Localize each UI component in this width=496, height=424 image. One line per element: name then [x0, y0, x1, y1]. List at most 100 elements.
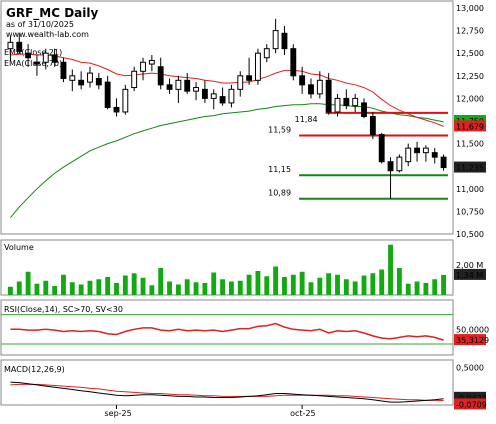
candle-body [334, 97, 341, 113]
volume-bar [105, 277, 111, 295]
candle-body [69, 75, 76, 81]
price-badge-1: 11,679 [456, 122, 484, 131]
volume-bar [308, 282, 314, 295]
candle-body [396, 156, 403, 172]
ema21-line [10, 53, 444, 127]
volume-bar [211, 272, 217, 295]
level-label-0: 11,84 [295, 115, 318, 124]
candle-body [25, 52, 32, 59]
candle-body [175, 79, 182, 90]
volume-title: Volume [4, 243, 34, 252]
candle-body [122, 88, 129, 113]
rsi-line [10, 322, 444, 341]
volume-bar [69, 282, 75, 295]
volume-bar [16, 281, 22, 295]
candle-body [237, 75, 244, 90]
volume-bar [149, 285, 155, 295]
candle-body [405, 147, 412, 163]
volume-bar [131, 273, 137, 295]
watermark-text: www.wealth-lab.com [6, 30, 89, 39]
volume-bar [87, 280, 93, 295]
macd-badge-0-bg [454, 391, 486, 403]
volume-bar [299, 271, 305, 295]
candle-body [263, 48, 270, 59]
candle-body [95, 78, 102, 86]
volume-bar [405, 283, 411, 295]
volume-bar [370, 273, 376, 295]
macd-tick-label-0: 0,5000 [456, 364, 484, 373]
macd-badge-1: -0,0709 [456, 400, 487, 409]
x-tick-label-0: sep-25 [105, 409, 132, 418]
price-tick-label-9: 10,750 [456, 207, 484, 216]
volume-bar [264, 276, 270, 295]
volume-panel: Volume 2,00 M 1,34 M [0, 239, 486, 296]
candle-body [414, 147, 420, 154]
candle-body [281, 32, 288, 50]
candle-body [201, 88, 208, 99]
candle-body [157, 66, 164, 86]
candle-body [7, 41, 14, 50]
volume-bar [388, 244, 393, 295]
ema70-line [10, 103, 444, 219]
volume-bar [202, 283, 208, 295]
volume-bar [25, 271, 31, 295]
volume-bar [237, 280, 243, 295]
volume-bar [140, 277, 146, 295]
candle-body [325, 79, 332, 113]
price-panel: GRF_MC Daily as of 31/10/2025 www.wealth… [0, 0, 486, 239]
volume-bar [220, 279, 226, 295]
volume-bar [52, 286, 58, 295]
candle-body [104, 81, 111, 108]
legend-ema21: EMA(Close,21) [4, 48, 62, 57]
rsi-tick-label-0: 50,0000 [456, 325, 489, 334]
volume-bar [343, 279, 349, 295]
legend-ema70: EMA(Close,70) [4, 59, 62, 68]
volume-bar [255, 271, 261, 295]
candle-body [369, 115, 376, 136]
candle-body [166, 84, 173, 90]
candle-body [210, 93, 217, 99]
macd-badge-0: -0,0423 [456, 394, 487, 403]
price-subtitle: as of 31/10/2025 [6, 20, 74, 29]
macd-title: MACD(12,26,9) [4, 365, 65, 374]
level-label-3: 10,89 [268, 189, 291, 198]
price-tick-label-2: 12,500 [456, 49, 484, 58]
candle-body [290, 48, 297, 77]
volume-bar [193, 282, 199, 295]
price-tick-label-4: 12,000 [456, 94, 484, 103]
volume-bar [34, 283, 40, 295]
volume-bar [326, 273, 332, 295]
candle-body [219, 96, 226, 104]
candle-body [148, 59, 155, 65]
macd-panel: MACD(12,26,9) 0,5000 -0,0423-0,0709 [0, 359, 487, 410]
candle-body [113, 106, 120, 113]
price-tick-label-0: 13,000 [456, 4, 484, 13]
candle-body [42, 52, 49, 63]
volume-bar [317, 277, 323, 295]
rsi-badge: 35,3129 [456, 336, 489, 345]
candle-body [60, 61, 67, 80]
x-tick-label-1: oct-25 [290, 409, 316, 418]
candle-body [228, 88, 235, 104]
level-label-2: 11,15 [268, 165, 291, 174]
candle-body [352, 97, 359, 107]
candle-body [422, 147, 429, 154]
candle-body [87, 72, 93, 83]
volume-bar [379, 269, 385, 295]
macd-signal-line [10, 383, 444, 401]
volume-bar [96, 279, 102, 295]
candle-body [184, 79, 191, 92]
volume-bar [122, 275, 128, 295]
rsi-panel: RSI(Close,14), SC>70, SV<30 50,0000 35,3… [0, 299, 489, 356]
candle-body [361, 102, 367, 117]
macd-line [10, 381, 444, 403]
volume-bar [43, 280, 49, 295]
price-tick-label-6: 11,500 [456, 140, 484, 149]
volume-bar [290, 274, 296, 295]
candle-body [387, 161, 394, 172]
candle-body [431, 152, 438, 158]
x-axis: sep-25 oct-25 [105, 405, 316, 418]
volume-bar [7, 286, 13, 295]
volume-bar [441, 274, 447, 295]
